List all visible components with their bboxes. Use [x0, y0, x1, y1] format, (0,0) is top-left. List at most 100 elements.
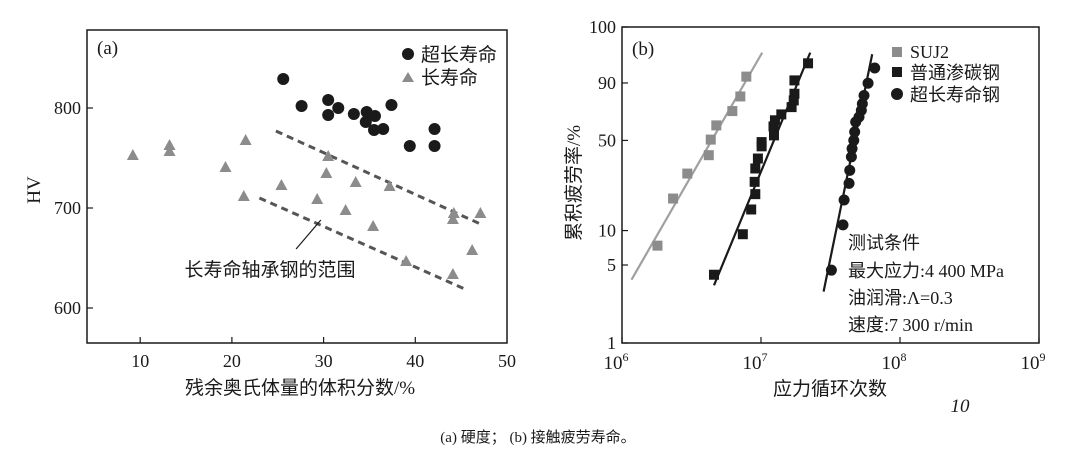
data-point-triangle [320, 167, 333, 178]
condition-line: 最大应力:4 400 MPa [848, 261, 1004, 281]
data-point-circle [377, 123, 390, 135]
data-point-triangle [339, 204, 352, 215]
data-point-circle [322, 109, 335, 121]
x-tick-label: 109 [1021, 350, 1046, 374]
x-tick-label: 10 [131, 351, 149, 371]
legend-marker-circle [402, 48, 414, 60]
data-point-circle [825, 264, 837, 276]
data-point-square [741, 71, 752, 82]
y-tick-label: 1 [607, 333, 616, 353]
data-point-circle [844, 164, 856, 176]
y-tick-label: 90 [598, 73, 616, 93]
data-point-triangle [383, 180, 396, 191]
data-point-triangle [163, 139, 176, 150]
data-point-square [746, 204, 757, 215]
range-boundary-line [258, 196, 466, 291]
data-point-square [682, 168, 693, 179]
legend-label: 普通渗碳钢 [910, 63, 1000, 83]
data-point-triangle [126, 149, 139, 160]
data-point-triangle [367, 220, 380, 231]
data-point-circle [359, 116, 372, 128]
data-point-circle [428, 123, 441, 135]
data-point-square [711, 120, 722, 131]
data-point-square [750, 189, 761, 200]
fit-line [630, 52, 764, 281]
y-tick-label: 5 [607, 255, 616, 275]
data-point-square [789, 75, 800, 86]
x-axis-label-b: 应力循环次数 [773, 378, 887, 400]
data-point-square [652, 240, 663, 251]
data-point-circle [845, 151, 857, 163]
legend-label: 超长寿命 [421, 44, 497, 66]
data-point-circle [332, 102, 345, 114]
data-point-square [727, 106, 738, 117]
data-point-square [708, 269, 719, 280]
data-point-triangle [349, 176, 362, 187]
x-tick-label: 30 [315, 351, 333, 371]
data-point-triangle [447, 207, 460, 218]
condition-line: 油润滑:Λ=0.3 [848, 288, 953, 308]
legend-marker-gray-square [892, 47, 902, 57]
data-point-circle [837, 219, 849, 231]
conditions-title: 测试条件 [848, 233, 920, 253]
test-conditions: 测试条件 最大应力:4 400 MPa 油润滑:Λ=0.3 速度:7 300 r… [848, 233, 1004, 335]
data-point-circle [856, 98, 868, 110]
x-tick-label: 108 [882, 350, 907, 374]
data-point-circle [368, 124, 381, 136]
x-tick-label: 50 [498, 351, 516, 371]
x-tick-label: 106 [604, 350, 629, 374]
data-point-square [750, 163, 761, 174]
data-point-square [668, 193, 679, 204]
panel-label-a: (a) [97, 38, 118, 59]
data-point-square [776, 109, 787, 120]
range-boundary-line [275, 129, 482, 226]
page-mark: 10 [951, 396, 971, 417]
y-tick-label: 10 [598, 221, 616, 241]
data-point-square [752, 153, 763, 164]
legend-marker-triangle [402, 72, 414, 82]
data-point-circle [858, 90, 870, 102]
annotation-text: 长寿命轴承钢的范围 [184, 259, 355, 281]
legend-marker-black-square [892, 67, 902, 77]
data-point-square [705, 134, 716, 145]
y-axis-label-b: 累积疲劳率/% [563, 125, 585, 241]
panel-a-hardness: 10 20 30 40 50 600 700 800 (a) 残余奥氏体量的体积分数/% HV… [24, 29, 516, 399]
data-point-square [756, 137, 767, 148]
annotation-pointer [295, 219, 322, 250]
x-tick-label: 40 [406, 351, 424, 371]
data-point-circle [428, 140, 441, 152]
data-point-triangle [275, 179, 288, 190]
data-point-circle [846, 143, 858, 155]
data-point-triangle [311, 193, 324, 204]
data-point-square [769, 115, 780, 126]
panel-label-b: (b) [632, 39, 654, 60]
data-point-square [768, 121, 779, 132]
data-point-triangle [237, 190, 250, 201]
x-tick-label: 107 [743, 350, 768, 374]
data-point-triangle [474, 207, 487, 218]
data-point-square [803, 58, 814, 69]
data-point-triangle [163, 145, 176, 156]
y-tick-label: 50 [598, 130, 616, 150]
y-tick-label: 700 [54, 198, 81, 218]
legend-label: 超长寿命钢 [910, 85, 1000, 105]
y-tick-label: 100 [589, 17, 616, 37]
x-axis-label-a: 残余奥氏体量的体积分数/% [185, 377, 415, 399]
data-point-triangle [219, 161, 232, 172]
condition-line: 速度:7 300 r/min [848, 315, 973, 335]
data-point-triangle [446, 213, 459, 224]
panel-b-fatigue-life: 106 107 108 109 1 5 10 50 90 100 (b) 应力循环次数 累积疲劳率… [563, 17, 1046, 400]
data-point-square [749, 176, 760, 187]
data-point-square [768, 130, 779, 141]
legend-label: SUJ2 [910, 42, 949, 62]
legend-a: 超长寿命 长寿命 [402, 44, 497, 89]
y-axis-label-a: HV [24, 176, 45, 204]
data-point-circle [322, 94, 335, 106]
plot-frame-b [621, 26, 1040, 344]
data-point-circle [295, 100, 308, 112]
data-point-circle [403, 140, 416, 152]
x-tick-label: 20 [223, 351, 241, 371]
data-point-circle [869, 62, 881, 74]
figure-caption: (a) 硬度； (b) 接触疲劳寿命。 [440, 428, 635, 446]
